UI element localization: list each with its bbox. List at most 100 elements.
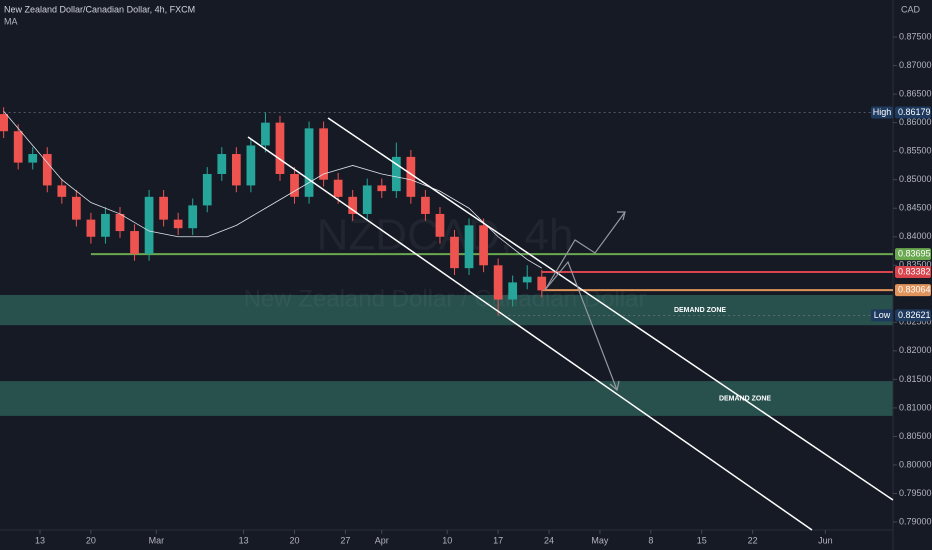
x-tick-label: Apr <box>375 535 389 545</box>
x-tick-label: 20 <box>290 535 300 545</box>
candle-body <box>261 122 270 146</box>
y-tick-label: 0.86000 <box>899 117 932 127</box>
x-tick-label: 13 <box>35 535 45 545</box>
candle-body <box>435 213 445 237</box>
candle-body <box>231 154 241 186</box>
price-label: 0.83382 <box>898 266 931 276</box>
watermark: NZDCAD, 4h <box>317 211 574 260</box>
candle-body <box>217 154 227 175</box>
candle-body <box>464 225 474 269</box>
x-tick-label: 17 <box>493 535 503 545</box>
price-label: 0.83695 <box>898 249 931 259</box>
price-label-box <box>895 309 931 322</box>
legend-ma: MA <box>4 16 18 26</box>
y-tick-label: 0.82500 <box>899 317 932 327</box>
candle-body <box>362 185 372 214</box>
candle-body <box>144 196 154 254</box>
price-name: Low <box>874 310 891 320</box>
x-tick-label: 8 <box>648 535 653 545</box>
candle-body <box>246 145 256 186</box>
candle-body <box>202 174 212 206</box>
moving-average <box>3 110 542 269</box>
zone-label: DEMAND ZONE <box>674 307 726 314</box>
price-label: 0.83064 <box>898 285 931 295</box>
candle-body <box>522 276 532 283</box>
y-tick-label: 0.79500 <box>899 488 932 498</box>
channel <box>247 117 894 531</box>
y-tick-label: 0.79000 <box>899 516 932 526</box>
candle-body <box>319 128 328 180</box>
projection-arrows <box>544 211 626 392</box>
price-label-box <box>895 284 931 297</box>
demand-zone <box>0 294 893 326</box>
y-tick-label: 0.82000 <box>899 345 932 355</box>
candle-body <box>333 179 343 197</box>
channel-line <box>327 117 894 501</box>
y-tick-label: 0.84000 <box>899 231 932 241</box>
x-tick-label: 15 <box>697 535 707 545</box>
candle-body <box>159 196 168 220</box>
x-tick-label: Jun <box>818 535 833 545</box>
candle-body <box>479 225 488 266</box>
candle-body <box>275 122 285 175</box>
price-label-box <box>895 106 931 119</box>
candle-body <box>391 156 401 192</box>
price-name-box <box>871 309 893 322</box>
x-tick-label: May <box>591 535 609 545</box>
price-label-box <box>895 266 931 279</box>
candle-body <box>101 213 110 237</box>
candle-body <box>377 185 387 192</box>
candle-body <box>508 282 518 300</box>
channel-line <box>247 136 813 531</box>
candle-body <box>28 154 38 163</box>
y-tick-label: 0.85000 <box>899 174 932 184</box>
candle-body <box>188 205 198 229</box>
x-tick-label: 20 <box>86 535 96 545</box>
y-tick-label: 0.81000 <box>899 402 932 412</box>
y-tick-label: 0.86500 <box>899 89 932 99</box>
candle-body <box>290 174 299 197</box>
price-name: High <box>873 107 892 117</box>
arrow-head <box>609 380 620 392</box>
candle-body <box>86 219 96 237</box>
candle-body <box>348 196 358 214</box>
x-tick-label: 10 <box>442 535 452 545</box>
y-tick-label: 0.81500 <box>899 374 932 384</box>
y-tick-label: 0.80000 <box>899 459 932 469</box>
x-tick-label: 27 <box>340 535 350 545</box>
candle-body <box>13 131 23 163</box>
candle-body <box>0 114 8 132</box>
candle-body <box>173 219 183 229</box>
chart-title: New Zealand Dollar/Canadian Dollar, 4h, … <box>4 4 195 14</box>
candle-body <box>130 231 139 254</box>
arrow <box>544 260 618 391</box>
x-tick-label: 22 <box>748 535 758 545</box>
y-tick-label: 0.87000 <box>899 60 932 70</box>
price-name-box <box>871 106 893 119</box>
candle-body <box>304 128 314 197</box>
candle-body <box>42 154 52 186</box>
candle-body <box>450 236 459 269</box>
y-tick-label: 0.85500 <box>899 146 932 156</box>
y-tick-label: 0.84500 <box>899 203 932 213</box>
candle-body <box>421 196 430 214</box>
x-tick-label: 13 <box>239 535 249 545</box>
candle-body <box>406 156 416 197</box>
arrow-head <box>617 211 626 221</box>
x-tick-label: 24 <box>544 535 554 545</box>
candle-body <box>71 196 81 220</box>
price-label: 0.82621 <box>898 310 931 320</box>
zone-label: DEMAND ZONE <box>719 395 771 402</box>
candle-body <box>57 185 67 197</box>
y-tick-label: 0.87500 <box>899 31 932 41</box>
price-label: 0.86179 <box>898 107 931 117</box>
x-tick-label: Mar <box>149 535 165 545</box>
candle-body <box>115 213 125 232</box>
y-tick-label: 0.80500 <box>899 431 932 441</box>
y-axis-label: CAD <box>901 4 921 14</box>
candle-body <box>493 265 503 300</box>
candle-body <box>537 276 547 291</box>
y-tick-label: 0.83500 <box>899 260 932 270</box>
